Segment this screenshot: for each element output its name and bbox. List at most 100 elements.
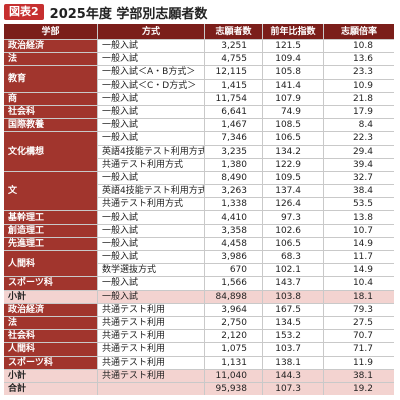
index-cell: 141.4 <box>263 79 323 92</box>
ratio-cell: 22.3 <box>324 132 394 145</box>
applicants-cell: 670 <box>205 264 262 277</box>
faculty-cell: 文化構想 <box>4 132 97 171</box>
faculty-cell: 政治経済 <box>4 303 97 316</box>
faculty-cell: 法 <box>4 53 97 66</box>
method-cell: 一般入試 <box>98 92 204 105</box>
method-cell: 共通テスト利用 <box>98 330 204 343</box>
applicants-cell: 95,938 <box>205 382 262 396</box>
ratio-cell: 11.7 <box>324 251 394 264</box>
index-cell: 103.7 <box>263 343 323 356</box>
index-cell: 68.3 <box>263 251 323 264</box>
applicants-cell: 2,120 <box>205 330 262 343</box>
figure-badge: 図表2 <box>4 4 44 20</box>
method-cell: 一般入試＜C・D方式＞ <box>98 79 204 92</box>
applicants-cell: 1,075 <box>205 343 262 356</box>
applicants-cell: 7,346 <box>205 132 262 145</box>
index-cell: 134.5 <box>263 316 323 330</box>
applicants-cell: 1,566 <box>205 277 262 290</box>
col-header-index: 前年比指数 <box>263 24 323 39</box>
applicants-cell: 1,415 <box>205 79 262 92</box>
method-cell: 共通テスト利用 <box>98 356 204 369</box>
faculty-cell: 社会科 <box>4 105 97 119</box>
method-cell: 数学選抜方式 <box>98 264 204 277</box>
method-cell: 一般入試 <box>98 171 204 185</box>
ratio-cell: 17.9 <box>324 105 394 119</box>
applicants-cell: 6,641 <box>205 105 262 119</box>
faculty-cell: 法 <box>4 316 97 330</box>
col-header-applicants: 志願者数 <box>205 24 262 39</box>
col-header-faculty: 学部 <box>4 24 97 39</box>
index-cell: 138.1 <box>263 356 323 369</box>
applicants-cell: 1,131 <box>205 356 262 369</box>
subtotal-label: 小計 <box>4 369 97 382</box>
index-cell: 167.5 <box>263 303 323 316</box>
applicants-cell: 2,750 <box>205 316 262 330</box>
index-cell: 126.4 <box>263 198 323 211</box>
col-header-method: 方式 <box>98 24 204 39</box>
method-cell: 一般入試 <box>98 105 204 119</box>
faculty-cell: 教育 <box>4 66 97 92</box>
applicants-cell: 1,467 <box>205 119 262 132</box>
index-cell: 107.9 <box>263 92 323 105</box>
applicants-cell: 1,380 <box>205 158 262 171</box>
method-cell: 一般入試 <box>98 237 204 250</box>
faculty-cell: 創造理工 <box>4 224 97 237</box>
ratio-cell: 21.8 <box>324 92 394 105</box>
ratio-cell: 27.5 <box>324 316 394 330</box>
applicants-cell: 3,964 <box>205 303 262 316</box>
method-cell: 英語4技能テスト利用方式 <box>98 145 204 158</box>
index-cell: 134.2 <box>263 145 323 158</box>
applicants-cell: 1,338 <box>205 198 262 211</box>
index-cell: 137.4 <box>263 185 323 198</box>
ratio-cell: 32.7 <box>324 171 394 185</box>
applicants-cell: 3,251 <box>205 40 262 53</box>
faculty-cell: 先進理工 <box>4 237 97 250</box>
faculty-cell: 基幹理工 <box>4 211 97 224</box>
faculty-cell: スポーツ科 <box>4 356 97 369</box>
applicants-cell: 11,040 <box>205 369 262 382</box>
index-cell: 102.1 <box>263 264 323 277</box>
ratio-cell: 53.5 <box>324 198 394 211</box>
applicants-cell: 3,235 <box>205 145 262 158</box>
applicants-table: 学部 方式 志願者数 前年比指数 志願倍率 政治経済 一般入試 3,251 121.5… <box>4 24 394 396</box>
method-cell: 一般入試 <box>98 119 204 132</box>
ratio-cell: 38.1 <box>324 369 394 382</box>
faculty-cell: 政治経済 <box>4 40 97 53</box>
index-cell: 74.9 <box>263 105 323 119</box>
method-cell: 一般入試 <box>98 40 204 53</box>
total-label: 合計 <box>4 382 97 396</box>
method-cell: 一般入試 <box>98 290 204 303</box>
index-cell: 153.2 <box>263 330 323 343</box>
applicants-cell: 4,458 <box>205 237 262 250</box>
method-cell: 一般入試 <box>98 251 204 264</box>
ratio-cell: 8.4 <box>324 119 394 132</box>
faculty-cell: 国際教養 <box>4 119 97 132</box>
method-cell: 一般入試 <box>98 277 204 290</box>
col-header-ratio: 志願倍率 <box>324 24 394 39</box>
applicants-cell: 3,986 <box>205 251 262 264</box>
subtotal-label: 小計 <box>4 290 97 303</box>
index-cell: 109.4 <box>263 53 323 66</box>
faculty-cell: 文 <box>4 171 97 211</box>
index-cell: 143.7 <box>263 277 323 290</box>
method-cell: 一般入試 <box>98 211 204 224</box>
ratio-cell: 38.4 <box>324 185 394 198</box>
method-cell: 共通テスト利用 <box>98 343 204 356</box>
index-cell: 109.5 <box>263 171 323 185</box>
method-cell: 一般入試 <box>98 132 204 145</box>
ratio-cell: 14.9 <box>324 237 394 250</box>
ratio-cell: 13.8 <box>324 211 394 224</box>
ratio-cell: 18.1 <box>324 290 394 303</box>
ratio-cell: 70.7 <box>324 330 394 343</box>
faculty-cell: スポーツ科 <box>4 277 97 290</box>
index-cell: 106.5 <box>263 132 323 145</box>
method-cell: 共通テスト利用方式 <box>98 158 204 171</box>
method-cell <box>98 382 204 396</box>
index-cell: 97.3 <box>263 211 323 224</box>
ratio-cell: 14.9 <box>324 264 394 277</box>
ratio-cell: 19.2 <box>324 382 394 396</box>
method-cell: 共通テスト利用 <box>98 303 204 316</box>
ratio-cell: 29.4 <box>324 145 394 158</box>
method-cell: 英語4技能テスト利用方式 <box>98 185 204 198</box>
method-cell: 共通テスト利用 <box>98 369 204 382</box>
